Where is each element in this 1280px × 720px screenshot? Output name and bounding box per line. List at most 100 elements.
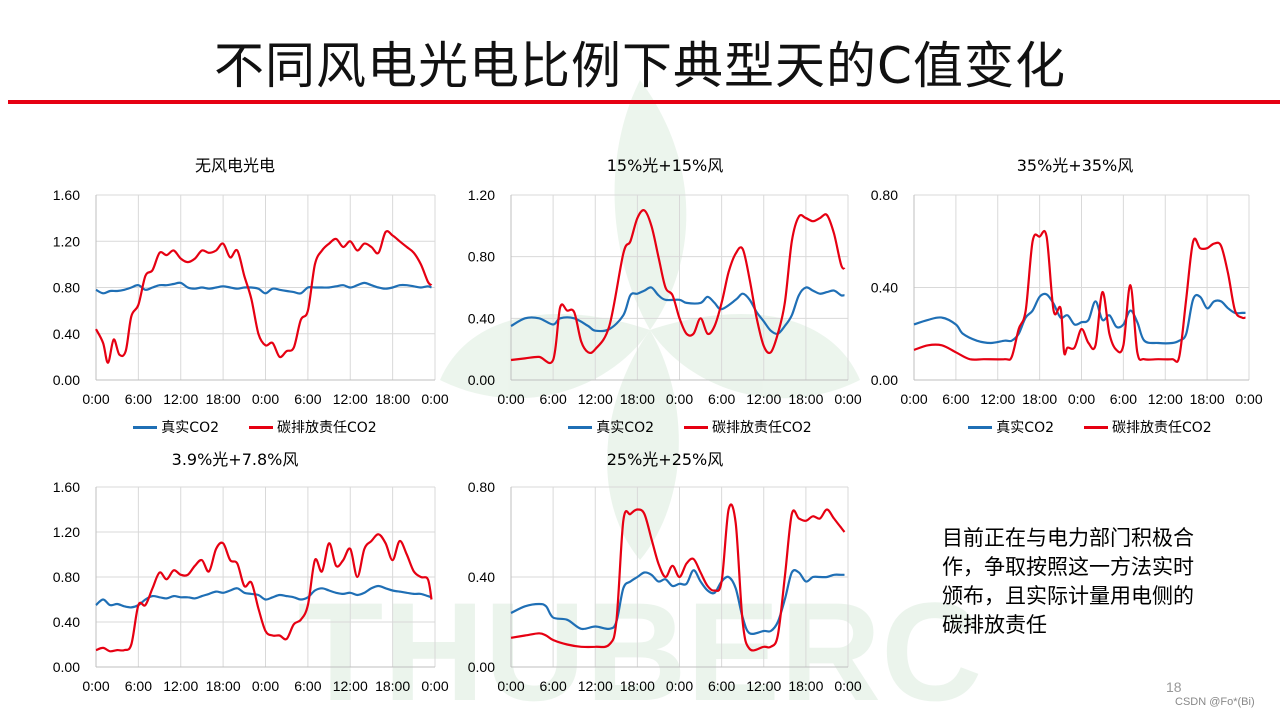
series-line-real-co2 bbox=[95, 281, 432, 295]
y-tick-label: 0.80 bbox=[53, 569, 80, 585]
x-tick-label: 12:00 bbox=[578, 391, 613, 407]
legend-item-responsibility: 碳排放责任CO2 bbox=[684, 417, 812, 437]
legend-label: 真实CO2 bbox=[161, 420, 219, 436]
chart-panel-35-35: 35%光+35%风 0.00 0.40 0.80 0:00 6:00 12:00 18:00… bbox=[860, 152, 1280, 442]
y-tick-label: 0.40 bbox=[53, 614, 80, 630]
page-number: 18 bbox=[1166, 679, 1182, 695]
y-tick-label: 0.80 bbox=[871, 187, 898, 203]
chart-panel-25-25: 25%光+25%风 0.00 0.40 0.80 0:00 6:00 12:00 18:00… bbox=[440, 446, 880, 696]
y-tick-label: 1.20 bbox=[53, 233, 80, 249]
chart-panel-no-renewables: 无风电光电 0.00 0.40 0.80 1.20 1.60 0:00 6:00 12:00 1… bbox=[0, 152, 450, 442]
x-tick-label: 6:00 bbox=[294, 391, 321, 407]
chart-legend: 真实CO2 碳排放责任CO2 bbox=[920, 417, 1260, 437]
x-tick-label: 18:00 bbox=[1190, 391, 1225, 407]
slide-title: 不同风电光电比例下典型天的C值变化 bbox=[214, 37, 1066, 95]
y-tick-label: 1.20 bbox=[468, 187, 495, 203]
x-tick-label: 6:00 bbox=[540, 391, 567, 407]
x-tick-label: 18:00 bbox=[1022, 391, 1057, 407]
legend-item-real: 真实CO2 bbox=[968, 417, 1054, 437]
y-tick-label: 1.60 bbox=[53, 479, 80, 495]
x-tick-label: 18:00 bbox=[206, 391, 241, 407]
x-tick-label: 12:00 bbox=[163, 391, 198, 407]
legend-swatch bbox=[568, 425, 593, 429]
legend-item-real: 真实CO2 bbox=[568, 417, 654, 437]
x-tick-label: 18:00 bbox=[620, 678, 655, 694]
x-tick-label: 18:00 bbox=[788, 678, 823, 694]
y-tick-label: 1.60 bbox=[53, 187, 80, 203]
legend-item-responsibility: 碳排放责任CO2 bbox=[249, 417, 377, 437]
chart-title: 3.9%光+7.8%风 bbox=[171, 450, 299, 469]
x-tick-label: 6:00 bbox=[1110, 391, 1137, 407]
y-tick-label: 0.00 bbox=[53, 659, 80, 675]
x-tick-label: 12:00 bbox=[746, 391, 781, 407]
y-tick-label: 0.80 bbox=[468, 479, 495, 495]
legend-swatch bbox=[684, 425, 708, 429]
series-line-real-co2 bbox=[510, 286, 845, 336]
x-tick-label: 6:00 bbox=[540, 678, 567, 694]
x-tick-label: 12:00 bbox=[578, 678, 613, 694]
y-tick-label: 0.40 bbox=[468, 569, 495, 585]
chart-legend: 真实CO2 碳排放责任CO2 bbox=[55, 417, 455, 437]
title-divider bbox=[8, 100, 1280, 104]
legend-swatch bbox=[968, 425, 993, 429]
chart-panel-15-15: 15%光+15%风 0.00 0.40 0.80 1.20 0:00 6:00 12:00 1… bbox=[440, 152, 880, 442]
legend-label: 碳排放责任CO2 bbox=[712, 420, 812, 436]
line-chart: 0.00 0.40 0.80 0:00 6:00 12:00 18:00 0:00 6:00 12… bbox=[871, 187, 1263, 407]
legend-item-responsibility: 碳排放责任CO2 bbox=[1084, 417, 1212, 437]
legend-item-real: 真实CO2 bbox=[133, 417, 219, 437]
line-chart: 0.00 0.40 0.80 0:00 6:00 12:00 18:00 0:00 6:00 12… bbox=[468, 479, 862, 694]
series-line-responsibility-co2 bbox=[95, 533, 433, 653]
x-tick-label: 12:00 bbox=[333, 391, 368, 407]
y-tick-label: 0.80 bbox=[53, 280, 80, 296]
legend-label: 碳排放责任CO2 bbox=[1112, 420, 1212, 436]
chart-title: 无风电光电 bbox=[194, 156, 275, 175]
x-tick-label: 12:00 bbox=[980, 391, 1015, 407]
series-line-responsibility-co2 bbox=[913, 229, 1246, 364]
y-tick-label: 1.20 bbox=[53, 524, 80, 540]
legend-label: 真实CO2 bbox=[996, 420, 1054, 436]
y-tick-label: 0.00 bbox=[468, 659, 495, 675]
chart-panel-3.9-7.8: 3.9%光+7.8%风 0.00 0.40 0.80 1.20 1.60 0:00 6:00… bbox=[0, 446, 450, 696]
x-tick-label: 18:00 bbox=[375, 678, 410, 694]
y-tick-label: 0.00 bbox=[871, 372, 898, 388]
series-line-real-co2 bbox=[510, 569, 845, 636]
y-tick-label: 0.00 bbox=[53, 372, 80, 388]
x-tick-label: 18:00 bbox=[788, 391, 823, 407]
legend-label: 真实CO2 bbox=[596, 420, 654, 436]
x-tick-label: 18:00 bbox=[206, 678, 241, 694]
x-tick-label: 0:00 bbox=[1068, 391, 1095, 407]
x-tick-label: 12:00 bbox=[163, 678, 198, 694]
x-tick-label: 0:00 bbox=[834, 391, 861, 407]
x-tick-label: 0:00 bbox=[252, 678, 279, 694]
y-tick-label: 0.00 bbox=[468, 372, 495, 388]
x-tick-label: 0:00 bbox=[834, 678, 861, 694]
y-tick-label: 0.80 bbox=[468, 249, 495, 265]
series-line-responsibility-co2 bbox=[95, 230, 433, 364]
x-tick-label: 0:00 bbox=[497, 678, 524, 694]
y-tick-label: 0.40 bbox=[871, 280, 898, 296]
x-tick-label: 0:00 bbox=[900, 391, 927, 407]
line-chart: 0.00 0.40 0.80 1.20 1.60 0:00 6:00 12:00 18:00 0:… bbox=[53, 187, 449, 407]
series-line-responsibility-co2 bbox=[510, 503, 846, 652]
x-tick-label: 12:00 bbox=[1148, 391, 1183, 407]
y-tick-label: 0.40 bbox=[468, 310, 495, 326]
series-line-real-co2 bbox=[95, 584, 432, 609]
legend-swatch bbox=[1084, 425, 1108, 429]
x-tick-label: 0:00 bbox=[252, 391, 279, 407]
x-tick-label: 0:00 bbox=[1235, 391, 1262, 407]
series-line-real-co2 bbox=[913, 292, 1246, 345]
chart-legend: 真实CO2 碳排放责任CO2 bbox=[520, 417, 860, 437]
x-tick-label: 6:00 bbox=[942, 391, 969, 407]
x-tick-label: 6:00 bbox=[708, 391, 735, 407]
legend-swatch bbox=[249, 425, 273, 429]
x-tick-label: 18:00 bbox=[375, 391, 410, 407]
chart-title: 25%光+25%风 bbox=[606, 450, 724, 469]
credit-text: CSDN @Fo*(Bi) bbox=[1175, 696, 1255, 708]
line-chart: 0.00 0.40 0.80 1.20 0:00 6:00 12:00 18:00 0:00 6:… bbox=[468, 187, 862, 407]
x-tick-label: 0:00 bbox=[421, 678, 448, 694]
legend-label: 碳排放责任CO2 bbox=[277, 420, 377, 436]
series-line-responsibility-co2 bbox=[510, 209, 846, 365]
x-tick-label: 6:00 bbox=[708, 678, 735, 694]
x-tick-label: 0:00 bbox=[82, 678, 109, 694]
x-tick-label: 0:00 bbox=[82, 391, 109, 407]
